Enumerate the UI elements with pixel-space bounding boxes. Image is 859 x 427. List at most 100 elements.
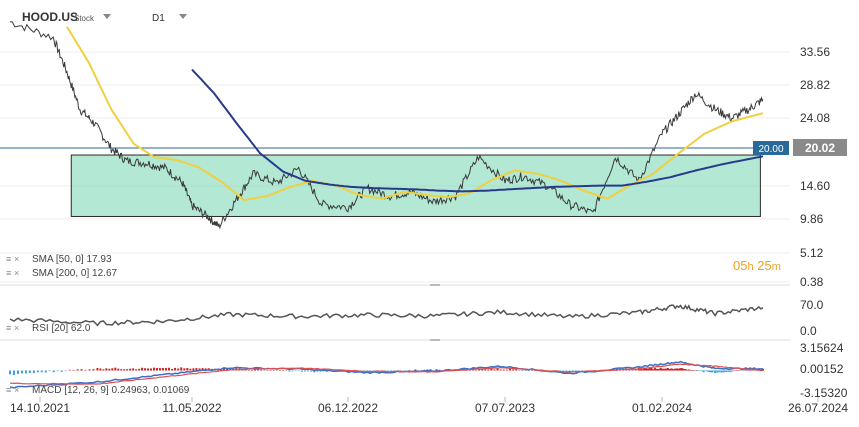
macd-histogram-bar xyxy=(659,367,662,371)
macd-histogram-bar xyxy=(738,370,741,371)
macd-histogram-bar xyxy=(88,369,91,371)
macd-histogram-bar xyxy=(183,368,186,371)
macd-histogram-bar xyxy=(353,370,356,373)
sma50-legend[interactable]: ≡ × SMA [50, 0] 17.93 xyxy=(6,254,112,265)
macd-histogram-bar xyxy=(105,368,108,371)
macd-histogram-bar xyxy=(733,370,736,371)
macd-histogram-bar xyxy=(192,368,195,371)
sma200-remove-icon[interactable]: × xyxy=(14,268,19,278)
macd-histogram-bar xyxy=(285,370,288,372)
macd-histogram-bar xyxy=(150,368,153,371)
macd-histogram-bar xyxy=(28,370,31,373)
macd-histogram-bar xyxy=(696,370,699,371)
resistance-price-tag xyxy=(753,141,789,155)
macd-histogram-bar xyxy=(512,369,515,371)
macd-legend-icon[interactable]: ≡ xyxy=(6,385,11,395)
macd-histogram-bar xyxy=(700,370,703,372)
rsi-panel-resize-handle[interactable] xyxy=(430,284,440,286)
macd-histogram-bar xyxy=(699,370,702,372)
macd-histogram-bar xyxy=(565,370,568,372)
timeframe-dropdown-icon[interactable] xyxy=(179,14,187,19)
macd-legend-label: MACD [12, 26, 9] 0.24963, 0.01069 xyxy=(32,385,190,396)
candle-countdown: 05h 25m xyxy=(733,258,781,273)
macd-histogram-bar xyxy=(263,370,266,372)
macd-histogram-bar xyxy=(676,368,679,371)
last-price-tag xyxy=(793,139,847,156)
macd-histogram-bar xyxy=(99,368,102,371)
macd-histogram-bar xyxy=(254,369,257,371)
macd-histogram-bar xyxy=(689,369,692,371)
x-tick-label: 07.07.2023 xyxy=(475,401,535,415)
rsi-legend-icon[interactable]: ≡ xyxy=(6,323,11,333)
macd-histogram-bar xyxy=(20,370,23,374)
macd-histogram-bar xyxy=(666,368,669,371)
timeframe-label[interactable]: D1 xyxy=(152,13,165,24)
macd-histogram-bar xyxy=(508,368,511,371)
macd-histogram-bar xyxy=(108,368,111,371)
rsi-remove-icon[interactable]: × xyxy=(14,323,19,333)
rsi-legend[interactable]: ≡ × RSI [20] 62.0 xyxy=(6,323,91,334)
price-y-tick-label: 28.82 xyxy=(800,78,830,92)
macd-histogram-bar xyxy=(729,370,732,373)
macd-histogram-bar xyxy=(303,370,306,372)
macd-histogram-bar xyxy=(668,368,671,371)
macd-histogram-bar xyxy=(123,369,126,371)
macd-histogram-bar xyxy=(111,368,114,371)
symbol-dropdown-icon[interactable] xyxy=(103,14,111,19)
macd-histogram-bar xyxy=(650,368,653,371)
macd-histogram-bar xyxy=(502,369,505,371)
macd-histogram-bar xyxy=(147,368,150,371)
x-tick-label: 11.05.2022 xyxy=(162,401,221,415)
macd-histogram-bar xyxy=(744,369,747,371)
last-price-tag-text: 20.02 xyxy=(805,141,835,155)
macd-histogram-bar xyxy=(92,369,95,371)
sma50-series-line xyxy=(66,26,764,202)
macd-histogram-bar xyxy=(222,367,225,371)
macd-histogram-bar xyxy=(681,368,684,371)
macd-histogram-bar xyxy=(469,370,472,371)
x-tick-label: 01.02.2024 xyxy=(632,401,692,415)
macd-panel-resize-handle[interactable] xyxy=(430,339,440,341)
macd-histogram-bar xyxy=(674,368,677,371)
macd-histogram-bar xyxy=(505,369,508,371)
macd-series-line xyxy=(9,360,764,389)
sma200-legend[interactable]: ≡ × SMA [200, 0] 12.67 xyxy=(6,268,118,279)
macd-histogram-bar xyxy=(665,368,668,371)
macd-remove-icon[interactable]: × xyxy=(14,385,19,395)
sma200-series-line xyxy=(191,68,764,193)
macd-histogram-bar xyxy=(578,370,581,372)
macd-histogram-bar xyxy=(189,368,192,371)
macd-legend[interactable]: ≡ × MACD [12, 26, 9] 0.24963, 0.01069 xyxy=(6,385,190,396)
macd-histogram-bar xyxy=(164,367,167,371)
macd-histogram-bar xyxy=(32,370,35,374)
sma200-legend-icon[interactable]: ≡ xyxy=(6,268,11,278)
macd-histogram-bar xyxy=(114,367,117,371)
macd-histogram-bar xyxy=(275,370,278,372)
macd-histogram-bar xyxy=(615,368,618,371)
macd-histogram-bar xyxy=(657,369,660,371)
macd-histogram-bar xyxy=(76,369,79,371)
macd-histogram-bar xyxy=(291,370,294,372)
macd-histogram-bar xyxy=(408,370,411,371)
symbol-label[interactable]: HOOD.US xyxy=(22,10,78,24)
macd-histogram-bar xyxy=(748,369,751,371)
macd-histogram-bar xyxy=(524,370,527,372)
macd-histogram-bar xyxy=(679,368,682,371)
macd-histogram-bar xyxy=(60,370,63,372)
macd-histogram-bar xyxy=(712,370,715,372)
macd-histogram-bar xyxy=(24,370,27,374)
macd-histogram-bar xyxy=(158,368,161,371)
macd-histogram-bar xyxy=(687,369,690,371)
macd-histogram-bar xyxy=(697,370,700,372)
macd-histogram-bar xyxy=(138,368,141,371)
sma50-remove-icon[interactable]: × xyxy=(14,254,19,264)
macd-histogram-bar xyxy=(117,368,120,371)
macd-histogram-bar xyxy=(16,370,19,374)
macd-histogram-bar xyxy=(260,369,263,371)
macd-histogram-bar xyxy=(288,370,291,372)
macd-histogram-bar xyxy=(226,368,229,371)
x-tick-label: 14.10.2021 xyxy=(10,401,70,415)
sma50-legend-icon[interactable]: ≡ xyxy=(6,254,11,264)
macd-histogram-bar xyxy=(247,370,250,371)
